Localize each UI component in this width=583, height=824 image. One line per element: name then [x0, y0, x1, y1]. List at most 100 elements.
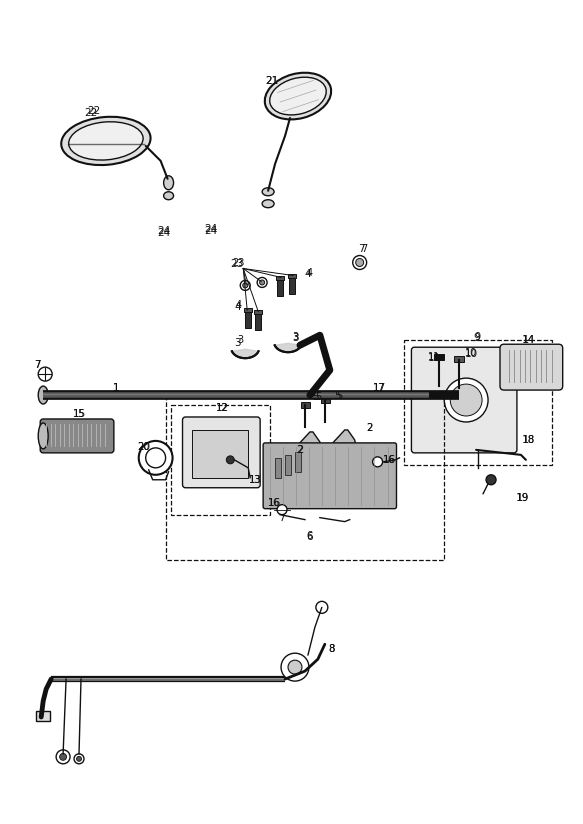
Text: 13: 13 [248, 475, 262, 485]
Text: 9: 9 [474, 332, 480, 342]
Text: 11: 11 [428, 352, 440, 363]
Ellipse shape [454, 386, 464, 404]
Text: 7: 7 [34, 360, 40, 370]
Circle shape [59, 753, 66, 761]
Text: 7: 7 [359, 244, 365, 254]
Bar [166, 395, 444, 559]
Bar [277, 279, 283, 297]
Ellipse shape [61, 117, 150, 165]
Text: 6: 6 [307, 531, 313, 541]
Text: 5: 5 [315, 392, 321, 402]
Bar [245, 311, 251, 328]
Text: 24: 24 [204, 226, 217, 236]
Circle shape [353, 255, 367, 269]
FancyBboxPatch shape [40, 419, 114, 453]
Text: 15: 15 [72, 409, 86, 419]
Text: 3: 3 [234, 338, 241, 349]
Bar [295, 452, 301, 472]
Ellipse shape [262, 188, 274, 196]
Bar [275, 458, 281, 478]
Text: 16: 16 [384, 455, 396, 465]
Text: 2: 2 [367, 423, 373, 433]
Circle shape [281, 653, 309, 681]
Text: 24: 24 [157, 227, 170, 237]
Bar [301, 402, 310, 408]
Text: 2: 2 [297, 445, 303, 455]
Text: 18: 18 [522, 435, 536, 445]
Text: 11: 11 [428, 353, 441, 363]
Text: 10: 10 [465, 349, 477, 359]
Text: 16: 16 [268, 498, 280, 508]
Text: 12: 12 [216, 403, 229, 413]
Circle shape [243, 283, 248, 288]
Text: 4: 4 [235, 301, 241, 311]
Text: 3: 3 [237, 335, 243, 345]
Text: 4: 4 [307, 269, 313, 279]
Ellipse shape [69, 122, 143, 160]
Circle shape [373, 456, 382, 467]
Text: 22: 22 [85, 108, 97, 118]
Circle shape [259, 280, 265, 285]
Text: 22: 22 [87, 106, 101, 116]
Circle shape [56, 750, 70, 764]
Text: 16: 16 [383, 455, 396, 465]
Text: 5: 5 [336, 391, 343, 401]
Text: 15: 15 [73, 409, 85, 419]
Text: 6: 6 [307, 531, 313, 541]
Polygon shape [232, 349, 258, 358]
Bar [255, 312, 261, 330]
Text: 2: 2 [297, 445, 303, 455]
Polygon shape [331, 430, 359, 472]
Bar [321, 397, 330, 403]
Text: 17: 17 [373, 383, 386, 393]
Text: 10: 10 [465, 349, 477, 358]
Polygon shape [275, 344, 301, 352]
Text: 23: 23 [232, 258, 244, 268]
Bar [36, 711, 50, 721]
Text: 9: 9 [474, 333, 480, 344]
Text: 3: 3 [292, 332, 298, 342]
Text: 21: 21 [265, 76, 279, 87]
Circle shape [76, 756, 82, 761]
Ellipse shape [38, 423, 48, 449]
Ellipse shape [146, 448, 166, 468]
Ellipse shape [270, 77, 326, 115]
Text: 1: 1 [113, 383, 119, 393]
Text: 21: 21 [265, 76, 279, 87]
Text: 1: 1 [113, 383, 119, 393]
Text: 12: 12 [216, 403, 229, 413]
Text: 14: 14 [523, 335, 535, 345]
Text: 18: 18 [523, 435, 535, 445]
Circle shape [356, 259, 364, 266]
Circle shape [257, 278, 267, 288]
Bar [285, 455, 291, 475]
Text: 3: 3 [292, 333, 298, 344]
Text: 2: 2 [366, 423, 373, 433]
FancyBboxPatch shape [263, 442, 396, 508]
Text: 4: 4 [304, 269, 311, 279]
FancyBboxPatch shape [500, 344, 563, 390]
Text: 8: 8 [329, 644, 335, 654]
Text: 24: 24 [204, 223, 217, 234]
Text: 19: 19 [517, 493, 529, 503]
Bar [288, 274, 296, 279]
Bar [289, 277, 295, 294]
Bar [192, 430, 248, 478]
Text: 19: 19 [517, 493, 529, 503]
FancyBboxPatch shape [412, 347, 517, 453]
Text: 16: 16 [268, 498, 280, 508]
Ellipse shape [139, 441, 173, 475]
Text: 4: 4 [234, 302, 241, 312]
Circle shape [486, 475, 496, 485]
Text: 20: 20 [138, 442, 150, 452]
Circle shape [226, 456, 234, 464]
Bar [276, 277, 284, 280]
Circle shape [450, 384, 482, 416]
Ellipse shape [164, 176, 174, 190]
Ellipse shape [164, 192, 174, 199]
Bar [454, 356, 464, 363]
Text: 23: 23 [231, 259, 244, 269]
Ellipse shape [265, 73, 331, 119]
Circle shape [277, 504, 287, 515]
Circle shape [444, 378, 488, 422]
